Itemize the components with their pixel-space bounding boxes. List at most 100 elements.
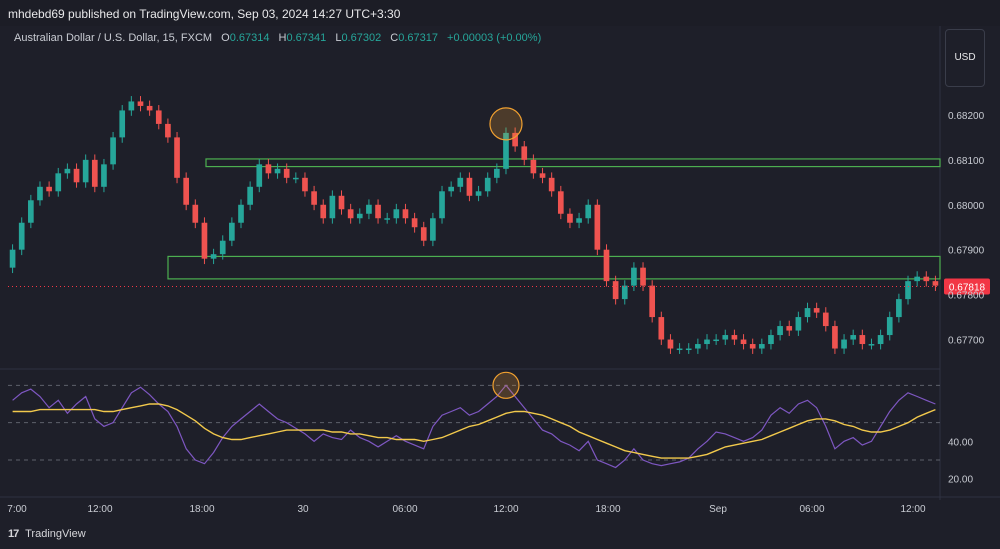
publish-line: mhdebd69 published on TradingView.com, S…: [8, 7, 401, 21]
last-price-tag: [944, 278, 990, 295]
close-label: C: [390, 32, 399, 44]
candle-body: [576, 218, 582, 223]
candle-body: [777, 326, 783, 336]
candle-body: [146, 105, 153, 111]
candle-body: [128, 101, 135, 111]
candle-body: [101, 164, 107, 187]
candle-body: [877, 335, 884, 345]
candle-body: [676, 348, 683, 351]
candle-body: [813, 308, 820, 313]
rsi-panel[interactable]: 40.00 20.00: [8, 384, 973, 486]
open-label: O: [221, 32, 230, 44]
candle-body: [795, 317, 802, 331]
candle-body: [786, 326, 793, 331]
candle-body: [119, 110, 126, 138]
candle-body: [347, 209, 354, 219]
candle-body: [530, 159, 537, 174]
rsi-tick-label: 20.00: [948, 475, 973, 486]
candle-body: [430, 218, 436, 241]
candle-body: [484, 177, 491, 192]
candle-body: [28, 200, 34, 223]
candle-body: [320, 204, 327, 219]
price-zone-support: [167, 255, 941, 280]
candle-body: [219, 240, 226, 255]
time-tick-label: Sep: [709, 504, 727, 515]
time-tick-label: 12:00: [900, 504, 925, 515]
candle-body: [640, 267, 646, 286]
time-tick-label: 30: [297, 504, 309, 515]
symbol-name: Australian Dollar / U.S. Dollar, 15, FXC…: [14, 32, 213, 44]
candle-body: [73, 168, 80, 183]
candle-body: [256, 164, 263, 187]
price-tick-label: 0.67800: [948, 291, 985, 302]
candle-body: [393, 209, 400, 219]
candle-body: [768, 335, 774, 345]
price-axis[interactable]: 0.67818 0.68200 0.68100 0.68000 0.67900 0.678…: [8, 111, 990, 347]
price-zone-resistance: [205, 158, 941, 168]
candle-body: [749, 344, 756, 349]
candle-body: [731, 335, 738, 340]
candle-body: [448, 186, 454, 192]
candle-body: [923, 276, 930, 282]
candle-body: [594, 204, 601, 250]
time-tick-label: 12:00: [87, 504, 112, 515]
candle-body: [631, 267, 637, 286]
candle-body: [64, 168, 71, 174]
rsi-tick-label: 40.00: [948, 437, 973, 448]
candle-body: [366, 204, 372, 214]
candle-body: [722, 335, 729, 340]
time-axis[interactable]: 7:00 12:00 18:00 30 06:00 12:00 18:00 Sep 06:00 1…: [7, 504, 926, 515]
price-tick-label: 0.67700: [948, 336, 985, 347]
high-value: 0.67341: [286, 32, 327, 44]
time-tick-label: 06:00: [392, 504, 417, 515]
candle-body: [850, 335, 857, 340]
low-value: 0.67302: [341, 32, 382, 44]
candle-body: [695, 344, 701, 349]
candle-body: [283, 168, 290, 178]
candle-body: [667, 339, 674, 349]
candle-body: [886, 317, 893, 336]
candle-body: [621, 285, 628, 300]
candle-body: [9, 249, 16, 268]
annotation-circles: [489, 107, 523, 399]
time-tick-label: 12:00: [493, 504, 518, 515]
candle-body: [557, 191, 564, 214]
price-high-circle: [489, 107, 523, 141]
candle-body: [265, 164, 272, 174]
rsi-ma-line: [12, 403, 936, 459]
candle-body: [37, 186, 43, 201]
candle-body: [155, 110, 162, 124]
candle-body: [192, 204, 199, 223]
footer-branding[interactable]: 17 TradingView: [8, 528, 86, 540]
time-tick-label: 06:00: [799, 504, 824, 515]
candle-body: [356, 213, 363, 219]
candle-body: [137, 101, 144, 106]
candle-body: [238, 204, 244, 223]
candle-body: [338, 195, 345, 210]
price-zones: [167, 158, 941, 280]
time-tick-label: 18:00: [595, 504, 620, 515]
candle-body: [18, 222, 25, 250]
candle-body: [384, 218, 391, 220]
tradingview-logo-text: TradingView: [25, 528, 86, 540]
candle-body: [55, 173, 62, 192]
candle-body: [457, 177, 464, 187]
price-tick-label: 0.68200: [948, 111, 985, 122]
candlesticks[interactable]: [9, 96, 939, 354]
candle-body: [758, 344, 765, 349]
candle-body: [183, 177, 190, 205]
candle-body: [110, 137, 116, 165]
candle-body: [868, 344, 875, 346]
candle-body: [658, 317, 665, 340]
candle-body: [567, 213, 573, 223]
candle-body: [165, 123, 171, 138]
symbol-legend[interactable]: Australian Dollar / U.S. Dollar, 15, FXC…: [14, 32, 541, 44]
candle-body: [46, 186, 52, 192]
candle-body: [247, 186, 253, 205]
candle-body: [292, 177, 299, 180]
candle-body: [713, 339, 719, 342]
candle-body: [548, 177, 555, 192]
candle-body: [603, 249, 610, 282]
currency-button[interactable]: USD: [945, 29, 985, 87]
